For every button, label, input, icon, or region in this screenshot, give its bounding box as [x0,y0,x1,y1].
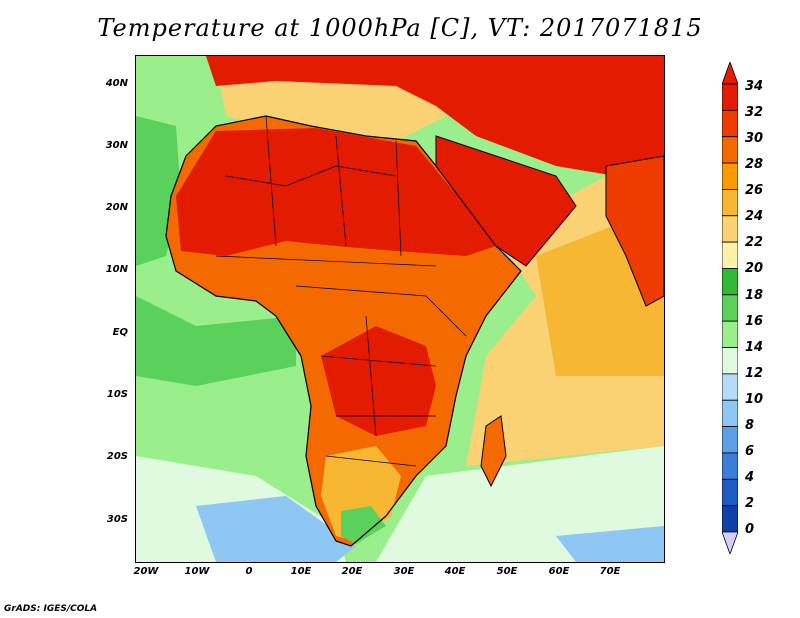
colorbar-bottom-arrow [722,531,738,554]
colorbar-band [722,189,738,217]
india-subcontinent [605,155,664,307]
colorbar-band [722,294,738,322]
colorbar-band [722,320,738,348]
colorbar-band [722,241,738,269]
colorbar-band [722,268,738,296]
colorbar-band [722,426,738,454]
colorbar-band [722,215,738,243]
grads-credit: GrADS: IGES/COLA [4,604,98,614]
colorbar-band [722,83,738,111]
indian-ocean-blue-region [556,526,664,562]
colorbar-band [722,478,738,507]
lon-label-30e: 30E [393,566,415,577]
sahara-hot-region [176,128,496,256]
colorbar-label-10: 10 [745,392,764,407]
lat-label-eq: EQ [112,327,128,338]
colorbar-label-20: 20 [745,261,764,276]
arabian-peninsula [435,135,577,267]
lat-label-20s: 20S [106,451,128,462]
colorbar-label-16: 16 [745,314,764,329]
colorbar-label-22: 22 [745,235,764,250]
south-atlantic-blue-region [196,496,356,562]
lat-label-10n: 10N [105,264,128,275]
colorbar-label-14: 14 [745,340,764,355]
gulf-guinea-green-region [136,296,296,386]
lat-label-30n: 30N [105,140,128,151]
eurasia-hot-region [206,56,664,176]
colorbar [722,62,738,554]
colorbar-label-2: 2 [745,496,755,511]
colorbar-band [722,347,738,375]
colorbar-label-32: 32 [745,105,764,120]
colorbar-label-12: 12 [745,366,764,381]
colorbar-label-4: 4 [745,470,755,485]
lat-label-10s: 10S [106,389,128,400]
lon-label-20e: 20E [341,566,363,577]
lat-label-20n: 20N [105,202,128,213]
lon-label-60e: 60E [548,566,570,577]
colorbar-label-34: 34 [745,79,764,94]
colorbar-label-6: 6 [745,444,755,459]
colorbar-band [722,162,738,190]
madagascar-island [480,415,507,488]
lon-label-10w: 10W [184,566,210,577]
cape-green-region [341,506,386,544]
colorbar-band [722,452,738,480]
colorbar-label-26: 26 [745,183,764,198]
lat-label-30s: 30S [106,514,128,525]
colorbar-band [722,136,738,164]
colorbar-label-0: 0 [745,522,755,537]
lat-label-40n: 40N [105,78,128,89]
lon-label-50e: 50E [496,566,518,577]
lon-label-10e: 10E [290,566,312,577]
africa-coastline [165,115,522,547]
lon-label-20w: 20W [133,566,159,577]
colorbar-label-18: 18 [745,288,764,303]
colorbar-label-8: 8 [745,418,755,433]
colorbar-top-arrow [722,62,738,85]
colorbar-label-28: 28 [745,157,764,172]
colorbar-band [722,399,738,427]
map-title: Temperature at 1000hPa [C], VT: 20170718… [97,14,703,42]
colorbar-band [722,109,738,138]
colorbar-band [722,373,738,401]
central-africa-hot-region [321,326,436,436]
lon-label-70e: 70E [599,566,621,577]
lon-label-40e: 40E [444,566,466,577]
country-borders [215,115,467,467]
lon-label-0: 0 [245,566,253,577]
colorbar-label-30: 30 [745,131,764,146]
colorbar-label-24: 24 [745,209,764,224]
temperature-map [135,55,665,563]
colorbar-band [722,505,738,533]
